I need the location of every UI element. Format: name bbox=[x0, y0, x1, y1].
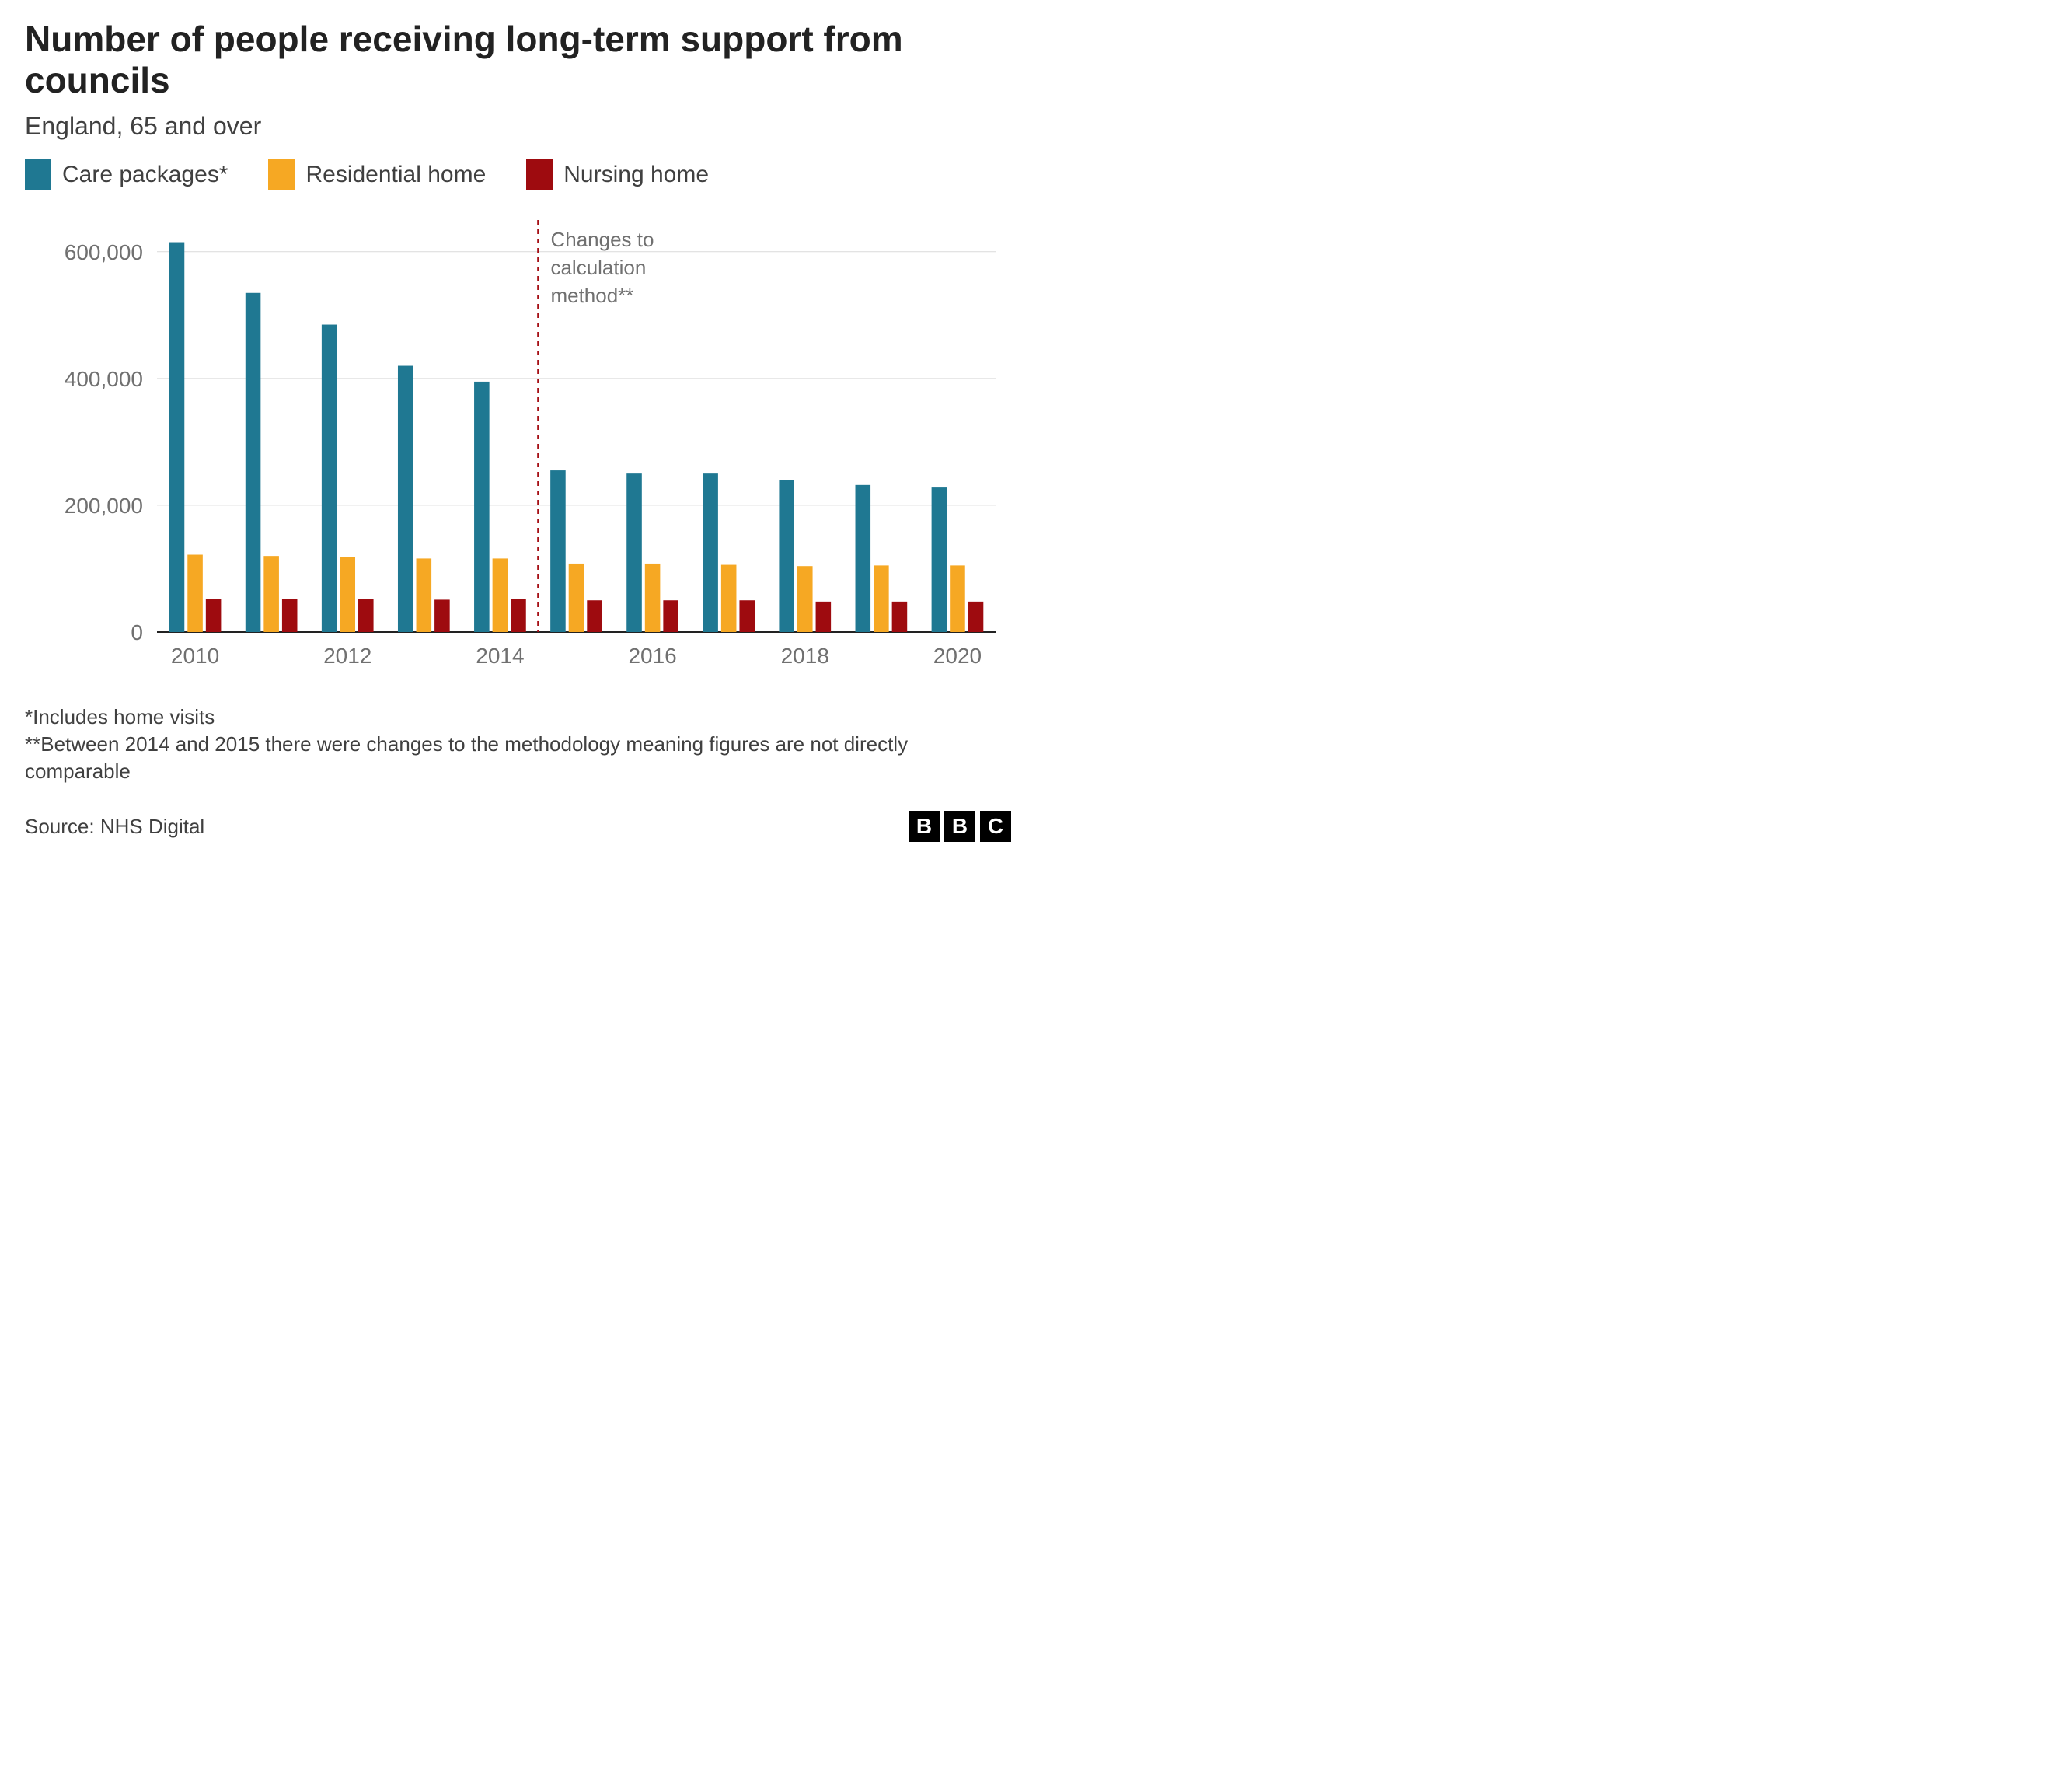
x-tick-label: 2018 bbox=[781, 644, 829, 668]
legend: Care packages* Residential home Nursing ho… bbox=[25, 159, 1011, 190]
bar bbox=[663, 600, 678, 632]
y-tick-label: 200,000 bbox=[65, 494, 143, 518]
footnote-line: **Between 2014 and 2015 there were chang… bbox=[25, 731, 1011, 785]
y-tick-label: 600,000 bbox=[65, 240, 143, 264]
chart-svg: 0 200,000 400,000 600,000 2010 2012 2014 2016 20… bbox=[25, 212, 1011, 679]
x-tick-label: 2020 bbox=[933, 644, 982, 668]
footnote-line: *Includes home visits bbox=[25, 704, 1011, 731]
legend-item: Care packages* bbox=[25, 159, 228, 190]
bar bbox=[282, 599, 298, 631]
x-tick-label: 2014 bbox=[476, 644, 524, 668]
footnotes: *Includes home visits**Between 2014 and … bbox=[25, 704, 1011, 794]
bar bbox=[797, 566, 813, 632]
bar bbox=[417, 558, 432, 632]
source-row: Source: NHS Digital BBC bbox=[25, 801, 1011, 842]
source-text: Source: NHS Digital bbox=[25, 815, 204, 839]
bar bbox=[932, 487, 947, 632]
y-tick-label: 400,000 bbox=[65, 367, 143, 391]
legend-item: Residential home bbox=[268, 159, 486, 190]
chart-container: Number of people receiving long-term sup… bbox=[0, 0, 1036, 854]
x-tick-label: 2010 bbox=[171, 644, 219, 668]
legend-label: Residential home bbox=[305, 162, 486, 188]
bar bbox=[874, 565, 889, 632]
x-tick-label: 2016 bbox=[628, 644, 676, 668]
legend-label: Care packages* bbox=[62, 162, 228, 188]
bar bbox=[206, 599, 222, 631]
bar bbox=[968, 602, 984, 632]
bbc-logo: BBC bbox=[909, 811, 1011, 842]
bar bbox=[322, 324, 337, 631]
y-tick-label: 0 bbox=[131, 620, 143, 644]
bar bbox=[892, 602, 908, 632]
bar bbox=[398, 365, 413, 631]
bar bbox=[587, 600, 602, 632]
annotation-text: method** bbox=[550, 284, 633, 307]
chart-subtitle: England, 65 and over bbox=[25, 112, 1011, 141]
legend-swatch bbox=[268, 159, 295, 190]
bar bbox=[626, 473, 642, 632]
bar bbox=[246, 293, 261, 632]
bar bbox=[340, 557, 355, 632]
bar bbox=[703, 473, 718, 632]
bar bbox=[263, 556, 279, 632]
legend-item: Nursing home bbox=[526, 159, 709, 190]
bar bbox=[434, 599, 450, 632]
x-tick-label: 2012 bbox=[323, 644, 371, 668]
bar bbox=[169, 242, 185, 631]
legend-label: Nursing home bbox=[563, 162, 709, 188]
bar bbox=[474, 382, 490, 632]
bar bbox=[569, 564, 584, 632]
bar bbox=[739, 600, 755, 632]
bar bbox=[950, 565, 965, 632]
legend-swatch bbox=[25, 159, 51, 190]
bar bbox=[721, 564, 737, 631]
bar bbox=[816, 602, 832, 632]
bar bbox=[493, 558, 508, 632]
annotation-text: calculation bbox=[550, 256, 646, 279]
bar bbox=[645, 564, 661, 632]
bbc-logo-letter: C bbox=[980, 811, 1011, 842]
chart-title: Number of people receiving long-term sup… bbox=[25, 19, 1011, 101]
bar bbox=[550, 470, 566, 632]
annotation-text: Changes to bbox=[550, 228, 654, 251]
bar bbox=[856, 485, 871, 632]
plot-area: 0 200,000 400,000 600,000 2010 2012 2014 2016 20… bbox=[25, 212, 1011, 679]
bar bbox=[187, 554, 203, 631]
bar bbox=[779, 480, 794, 632]
bar bbox=[358, 599, 374, 631]
bbc-logo-letter: B bbox=[909, 811, 940, 842]
legend-swatch bbox=[526, 159, 553, 190]
bbc-logo-letter: B bbox=[944, 811, 975, 842]
bar bbox=[511, 599, 526, 631]
